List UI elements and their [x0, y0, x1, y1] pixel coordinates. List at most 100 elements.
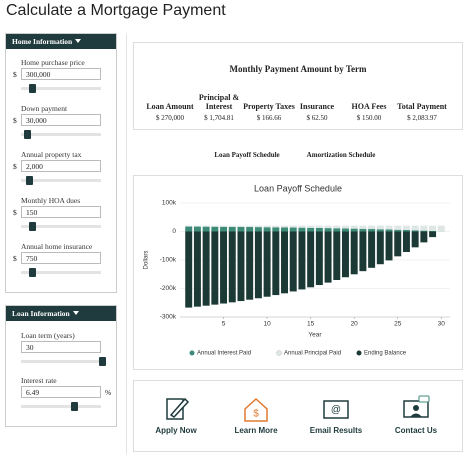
summary-value: $ 166.66 — [256, 114, 282, 122]
bar — [202, 226, 210, 232]
bar — [211, 225, 219, 227]
field-input[interactable]: 30,000 — [21, 114, 101, 126]
actions-card: Apply Now $ Learn More @ Email Results Contac… — [133, 380, 463, 452]
field-input[interactable]: 750 — [21, 252, 101, 264]
x-tick-label: 20 — [351, 321, 359, 328]
action-button[interactable]: Learn More — [234, 426, 278, 435]
summary-value: $ 2,083.97 — [407, 114, 437, 122]
y-tick-label: -200k — [160, 285, 177, 292]
bar — [220, 226, 228, 232]
bar — [385, 229, 393, 232]
slider-knob[interactable] — [29, 268, 36, 277]
slider-track[interactable] — [21, 133, 101, 136]
slider-track[interactable] — [21, 87, 101, 90]
summary-card: Monthly Payment Amount by Term Loan Amoun… — [133, 42, 463, 130]
slider-knob[interactable] — [29, 222, 36, 231]
bar — [220, 231, 228, 304]
field-label: Loan term (years) — [21, 331, 75, 340]
icon-shape — [410, 413, 422, 417]
slider-knob[interactable] — [99, 357, 106, 366]
action-icon[interactable]: $ — [241, 395, 271, 423]
chart-card: Loan Payoff Schedule Dollars Year 100k 0 -100… — [133, 175, 463, 370]
bar — [281, 231, 288, 294]
y-tick-label: 100k — [162, 200, 177, 207]
field-label: Down payment — [21, 104, 68, 113]
bar — [333, 231, 341, 281]
summary-column: HOA Fees $ 150.00 — [343, 93, 395, 122]
field-input[interactable]: 300,000 — [21, 68, 101, 80]
bar — [315, 227, 323, 232]
action-icon[interactable] — [161, 395, 191, 423]
field-input[interactable]: 6.49 — [21, 386, 101, 398]
slider-track[interactable] — [21, 360, 101, 363]
field-prefix: $ — [13, 70, 17, 79]
field-label: Monthly HOA dues — [21, 196, 81, 205]
action-icon[interactable]: @ — [321, 395, 351, 423]
summary-label: Principal & Interest — [198, 93, 240, 111]
action-button[interactable]: Email Results — [309, 426, 363, 435]
summary-value: $ 1,704.81 — [204, 114, 234, 122]
action-button[interactable]: Apply Now — [155, 426, 197, 435]
panel-header[interactable]: Loan Information — [6, 306, 116, 321]
bar — [368, 229, 376, 232]
slider-track[interactable] — [21, 225, 101, 228]
bar — [185, 231, 193, 308]
x-tick-label: 10 — [263, 321, 271, 328]
bar — [228, 231, 236, 303]
slider-knob[interactable] — [24, 130, 31, 139]
bar — [289, 227, 297, 232]
slider-knob[interactable] — [29, 84, 36, 93]
y-tick-label: 0 — [172, 228, 176, 235]
icon-shape — [166, 398, 184, 420]
panel-header-text: Home Information — [12, 37, 73, 46]
field-input[interactable]: 30 — [21, 341, 101, 353]
bar — [272, 227, 280, 232]
bar — [254, 227, 262, 232]
bar — [368, 231, 376, 268]
bar — [193, 225, 201, 227]
bar — [307, 227, 315, 232]
legend-swatch — [189, 350, 195, 356]
slider-knob[interactable] — [71, 402, 78, 411]
y-axis-label: Dollars — [144, 251, 150, 270]
bar — [376, 231, 384, 265]
bar — [202, 225, 210, 227]
tab[interactable]: Amortization Schedule — [306, 151, 376, 159]
sidebar-panel: Home Information Home purchase price $300,… — [5, 33, 117, 293]
slider-track[interactable] — [21, 405, 101, 408]
summary-column: Property Taxes $ 166.66 — [243, 93, 295, 122]
summary-value: $ 270,000 — [156, 114, 184, 122]
field-label: Interest rate — [21, 376, 57, 385]
bar — [254, 231, 262, 299]
summary-value: $ 62.50 — [306, 114, 328, 122]
summary-label: Total Payment — [397, 101, 447, 111]
action-button[interactable]: Contact Us — [394, 426, 438, 435]
bar — [315, 231, 323, 286]
slider-track[interactable] — [21, 271, 101, 274]
action-icon[interactable] — [401, 395, 431, 423]
bar — [376, 229, 384, 232]
bar — [228, 226, 236, 232]
bar — [342, 225, 349, 229]
field-input[interactable]: 2,000 — [21, 160, 101, 172]
field-input[interactable]: 150 — [21, 206, 101, 218]
bar — [281, 227, 288, 232]
field-label: Home purchase price — [21, 58, 85, 67]
y-tick-label: -300k — [160, 314, 177, 321]
summary-label: Property Taxes — [243, 101, 295, 111]
bar — [263, 225, 271, 228]
icon-shape — [169, 397, 190, 418]
field-label: Annual property tax — [21, 150, 82, 159]
tab[interactable]: Loan Payoff Schedule — [214, 151, 280, 159]
slider-track[interactable] — [21, 179, 101, 182]
panel-header[interactable]: Home Information — [6, 34, 116, 49]
bar — [394, 225, 402, 230]
bar — [193, 226, 201, 232]
slider-knob[interactable] — [26, 176, 33, 185]
bar — [237, 231, 245, 302]
summary-column: Principal & Interest $ 1,704.81 — [193, 93, 245, 122]
page-title: Calculate a Mortgage Payment — [6, 2, 226, 19]
bar — [385, 231, 393, 261]
bar — [402, 231, 410, 252]
bar — [324, 231, 332, 283]
